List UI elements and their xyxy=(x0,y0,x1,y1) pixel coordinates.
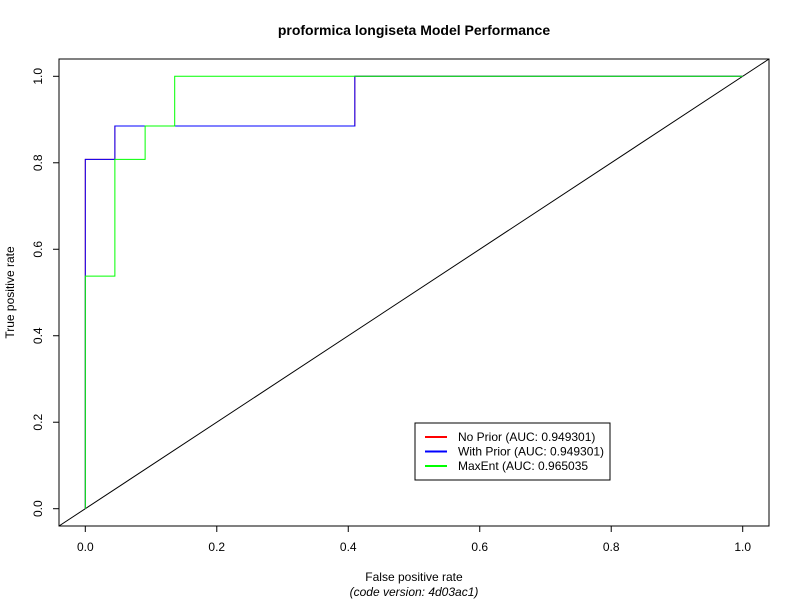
y-tick-label: 0.0 xyxy=(31,500,45,517)
legend-items: No Prior (AUC: 0.949301)With Prior (AUC:… xyxy=(425,430,604,473)
x-tick-label: 1.0 xyxy=(734,540,751,554)
plot-frame xyxy=(58,58,770,527)
x-axis-label: False positive rate xyxy=(365,570,463,584)
y-axis: 0.0 0.2 0.4 0.6 0.8 1.0 xyxy=(31,68,59,517)
legend-label: No Prior (AUC: 0.949301) xyxy=(458,430,595,444)
y-axis-label: True positive rate xyxy=(3,246,17,339)
series-layer xyxy=(84,75,743,509)
reference-line-layer xyxy=(58,58,770,527)
x-tick-label: 0.8 xyxy=(603,540,620,554)
y-tick-label: 0.8 xyxy=(31,154,45,171)
x-tick-label: 0.4 xyxy=(340,540,357,554)
x-tick-label: 0.0 xyxy=(77,540,94,554)
x-axis: 0.0 0.2 0.4 0.6 0.8 1.0 xyxy=(77,526,751,554)
code-version-note: (code version: 4d03ac1) xyxy=(350,585,479,599)
y-tick-label: 0.2 xyxy=(31,414,45,431)
series-line-maxent xyxy=(84,75,743,509)
legend-label: MaxEnt (AUC: 0.965035 xyxy=(458,459,588,473)
y-tick-label: 0.6 xyxy=(31,241,45,258)
y-tick-label: 1.0 xyxy=(31,68,45,85)
legend-label: With Prior (AUC: 0.949301) xyxy=(458,445,604,459)
diagonal-reference-line xyxy=(58,58,770,527)
x-tick-label: 0.2 xyxy=(208,540,225,554)
legend: No Prior (AUC: 0.949301)With Prior (AUC:… xyxy=(414,422,611,481)
chart-title: proformica longiseta Model Performance xyxy=(278,22,550,38)
y-tick-label: 0.4 xyxy=(31,327,45,344)
legend-box xyxy=(414,422,611,481)
x-tick-label: 0.6 xyxy=(471,540,488,554)
